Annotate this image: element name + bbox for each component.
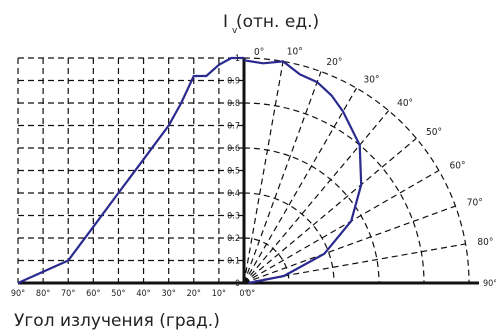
- polar-angle-label: 80°: [477, 237, 493, 248]
- grid-radial: [243, 71, 322, 284]
- grid-radial: [243, 205, 456, 284]
- y-tick-label: 0.9: [227, 77, 240, 87]
- x-tick-label: 0°: [239, 289, 248, 299]
- grid-arc: [243, 192, 335, 284]
- y-tick-label: 0.6: [227, 144, 240, 154]
- tick-labels: 0 0.1 0.2 0.3 0.4 0.5 0.6 0.7 0.8 0.9 1 90° 80° 70° 60…: [11, 47, 496, 299]
- y-tick-label: 0.7: [227, 122, 240, 132]
- grid-radial: [243, 61, 284, 284]
- y-tick-label: 0.3: [227, 212, 240, 222]
- x-axis-title: Угол излучения (град.): [14, 311, 220, 331]
- right-intensity-curve: [243, 59, 363, 285]
- grid-arc: [243, 57, 470, 284]
- grid-radial: [243, 243, 466, 284]
- polar-angle-label: 50°: [426, 127, 442, 138]
- polar-angle-label: 20°: [326, 57, 342, 68]
- grid-radial: [243, 169, 440, 284]
- y-tick-label: 0.2: [227, 234, 240, 244]
- chart-title-rest: (отн. ед.): [236, 12, 319, 32]
- polar-angle-label: 60°: [450, 161, 466, 172]
- chart-title: I: [223, 12, 228, 32]
- grid-radial: [243, 137, 417, 284]
- y-tick-label: 0.1: [227, 257, 240, 267]
- grid-radial: [243, 87, 358, 284]
- grid-arc: [243, 102, 425, 284]
- x-tick-label: 10°: [212, 289, 226, 299]
- curves: [17, 56, 363, 285]
- polar-angle-label: 40°: [397, 98, 413, 109]
- x-tick-label: 90°: [483, 279, 496, 289]
- x-tick-label: 90°: [11, 289, 25, 299]
- x-tick-label: 70°: [61, 289, 75, 299]
- x-tick-label: 0°: [246, 289, 255, 299]
- y-tick-label: 0.5: [227, 167, 240, 177]
- x-tick-label: 40°: [136, 289, 150, 299]
- polar-angle-label: 30°: [364, 75, 380, 86]
- cartesian-grid: [17, 57, 245, 283]
- x-tick-label: 30°: [161, 289, 175, 299]
- chart-title-subscript: v: [232, 26, 238, 36]
- axes: [18, 58, 479, 285]
- x-tick-label: 60°: [86, 289, 100, 299]
- grid-radial: [243, 110, 390, 284]
- polar-grid: [243, 57, 470, 284]
- polar-angle-label: 70°: [467, 198, 483, 209]
- y-tick-label: 0.8: [227, 99, 240, 109]
- y-tick-label: 1: [235, 54, 240, 64]
- x-tick-label: 20°: [187, 289, 201, 299]
- x-tick-label: 80°: [36, 289, 50, 299]
- left-intensity-curve: [17, 56, 244, 285]
- y-tick-label: 0.4: [227, 189, 240, 199]
- x-tick-label: 50°: [111, 289, 125, 299]
- grid-arc: [243, 147, 380, 284]
- y-tick-label: 0: [235, 279, 240, 289]
- polar-angle-label: 10°: [287, 47, 303, 58]
- polar-angle-label: 0°: [254, 47, 264, 58]
